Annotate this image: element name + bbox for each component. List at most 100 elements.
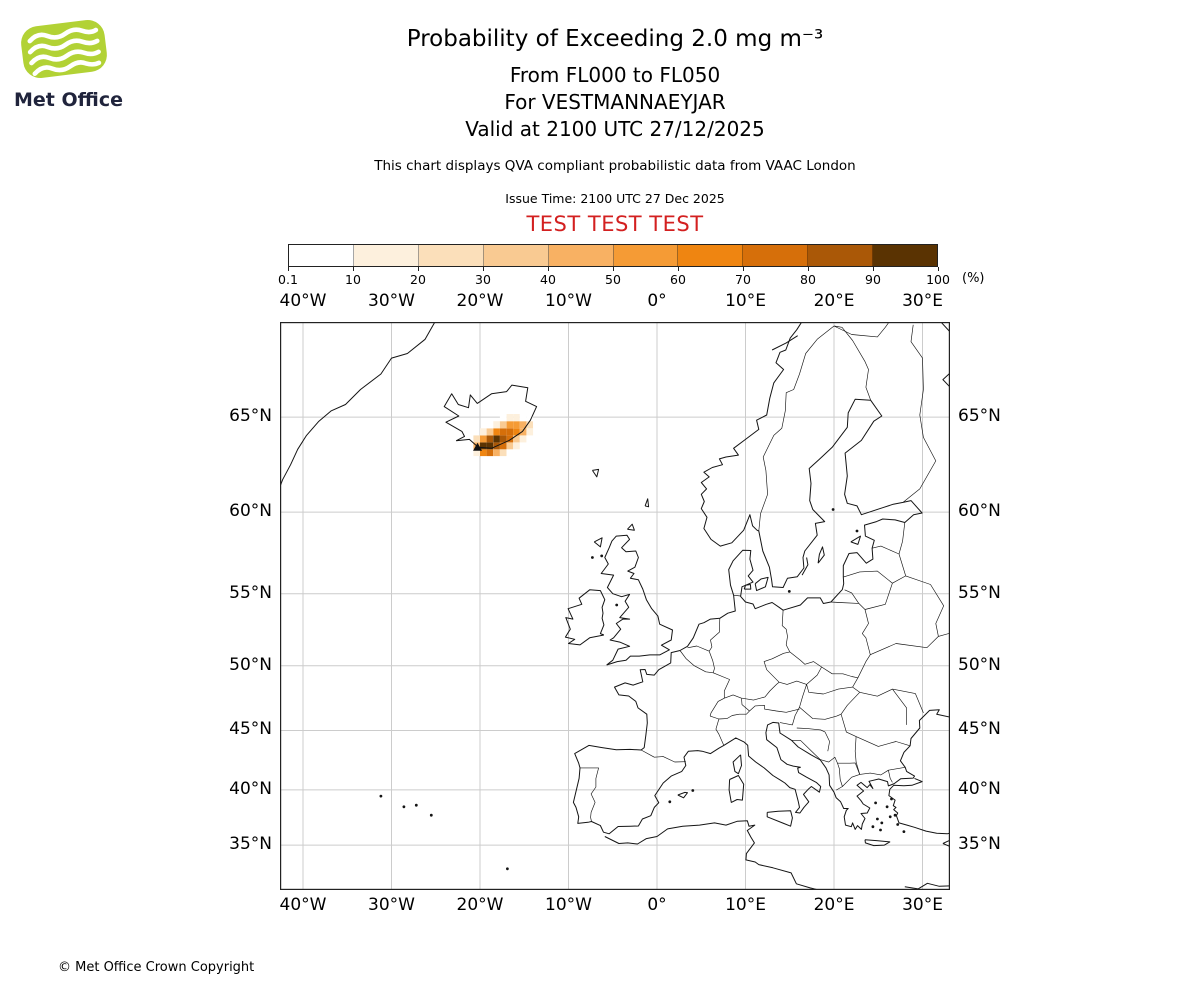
country-border: [799, 706, 842, 720]
colorbar-tick-label: 80: [800, 272, 816, 287]
volcano-marker: [473, 442, 482, 451]
country-border: [580, 767, 599, 822]
country-border: [852, 677, 859, 688]
country-border: [840, 714, 857, 737]
country-border: [824, 731, 830, 752]
islet: [600, 554, 604, 558]
islet: [890, 797, 893, 801]
issue-time: Issue Time: 2100 UTC 27 Dec 2025: [505, 191, 725, 206]
coastline: [677, 791, 688, 799]
colorbar-segment: [483, 245, 549, 266]
islet: [879, 828, 882, 832]
coastline: [572, 322, 950, 835]
plume-cell: [499, 421, 507, 429]
lat-label-left: 45°N: [229, 719, 272, 740]
plume-cell: [513, 435, 520, 443]
lat-label-left: 50°N: [229, 654, 272, 675]
colorbar-segment: [418, 245, 484, 266]
subtitle-location: For VESTMANNAEYJAR: [504, 90, 726, 114]
coastline: [644, 498, 650, 508]
colorbar-tick-label: 10: [345, 272, 361, 287]
country-border: [855, 736, 911, 747]
lon-label-top: 20°W: [456, 291, 504, 311]
colorbar-tick: [418, 267, 419, 271]
colorbar-tick: [613, 267, 614, 271]
colorbar-tick-labels: 0.1 10 20 30 40 50 60 70 80 90 100: [278, 272, 988, 288]
plume-cell: [513, 414, 520, 422]
colorbar-tick-label: 0.1: [278, 272, 298, 287]
lon-label-bottom: 30°W: [368, 895, 415, 915]
country-border: [836, 763, 843, 791]
country-border: [888, 770, 893, 783]
coastline: [443, 384, 538, 449]
country-border: [852, 686, 860, 693]
islet: [880, 821, 884, 825]
plume-cell: [486, 442, 494, 450]
islet: [591, 556, 594, 559]
coastline: [904, 882, 950, 890]
colorbar-unit-label: (%): [962, 271, 985, 286]
lon-label-bottom: 0°: [647, 895, 667, 915]
plume-cell: [506, 414, 514, 422]
colorbar-tick-label: 100: [926, 272, 950, 287]
plume-cell: [480, 449, 487, 457]
lon-label-top: 30°W: [368, 291, 415, 311]
colorbar-tick-label: 40: [540, 272, 556, 287]
coastline: [801, 557, 809, 576]
plume-cell: [499, 414, 507, 422]
coastline: [754, 576, 769, 592]
country-border: [758, 325, 835, 532]
country-border: [709, 697, 725, 717]
country-border: [898, 522, 906, 555]
country-border: [781, 610, 791, 653]
lon-label-top: 10°E: [725, 291, 766, 311]
plume-cell: [493, 449, 500, 457]
map-frame: [280, 322, 950, 890]
colorbar-tick: [483, 267, 484, 271]
subtitle-valid-time: Valid at 2100 UTC 27/12/2025: [465, 117, 765, 141]
plume-cell: [506, 435, 514, 443]
plume-cell: [473, 435, 480, 443]
plume-cell: [519, 414, 527, 422]
lat-label-right: 45°N: [958, 719, 1001, 740]
country-border: [791, 739, 821, 760]
plume-cell: [506, 428, 514, 436]
country-border: [833, 322, 890, 338]
lon-label-bottom: 30°E: [902, 895, 943, 915]
coastline: [627, 523, 635, 531]
plume-cell: [493, 421, 500, 429]
coastline: [593, 537, 603, 548]
plume-cell: [493, 435, 500, 443]
lat-label-left: 35°N: [229, 834, 272, 855]
coastline: [888, 777, 950, 835]
colorbar-tick-label: 20: [410, 272, 426, 287]
coastline: [743, 584, 752, 590]
plume-cell: [499, 428, 507, 436]
country-border: [789, 651, 822, 668]
country-border: [763, 651, 790, 683]
islet: [855, 529, 859, 533]
plume-cell: [499, 442, 507, 450]
country-border: [833, 325, 872, 401]
colorbar-tick: [743, 267, 744, 271]
coastline: [564, 589, 606, 646]
country-border: [830, 601, 859, 604]
islet: [615, 603, 619, 607]
islet: [402, 805, 406, 809]
colorbar-tick: [678, 267, 679, 271]
country-border: [687, 645, 710, 652]
islet: [691, 789, 695, 792]
colorbar-tick: [808, 267, 809, 271]
coastline: [600, 534, 673, 666]
lat-label-right: 50°N: [958, 654, 1001, 675]
country-border: [859, 688, 893, 697]
country-border: [870, 632, 950, 655]
colorbar-tick-label: 60: [670, 272, 686, 287]
country-border: [779, 666, 822, 685]
plume-cell: [493, 428, 500, 436]
plume-cell: [506, 442, 514, 450]
country-border: [799, 684, 807, 708]
colorbar-tick: [873, 267, 874, 271]
country-border: [872, 545, 900, 555]
country-border: [724, 694, 750, 712]
